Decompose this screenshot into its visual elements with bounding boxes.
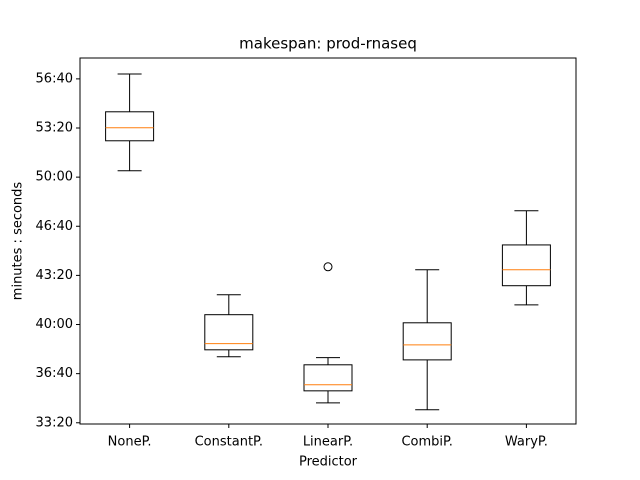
x-tick-label: WaryP. — [505, 435, 548, 450]
y-tick-label: 53:20 — [36, 121, 73, 136]
y-tick-label: 33:20 — [36, 415, 73, 430]
box — [501, 244, 551, 287]
x-tick-label: CombiP. — [401, 435, 453, 450]
x-tick-label: NoneP. — [108, 435, 152, 450]
y-tick-label: 36:40 — [36, 366, 73, 381]
y-tick-label: 40:00 — [36, 317, 73, 332]
y-axis-label: minutes : seconds — [11, 182, 26, 301]
x-tick-label: ConstantP. — [195, 435, 263, 450]
plot-frame — [79, 57, 577, 425]
y-tick-label: 46:40 — [36, 219, 73, 234]
flier — [323, 262, 333, 272]
y-tick-label: 43:20 — [36, 268, 73, 283]
chart-title: makespan: prod-rnaseq — [239, 35, 417, 53]
box — [105, 111, 155, 142]
y-tick-label: 56:40 — [36, 71, 73, 86]
box — [402, 322, 452, 361]
box — [204, 314, 254, 351]
x-axis-label: Predictor — [299, 455, 358, 470]
y-tick-label: 50:00 — [36, 170, 73, 185]
box — [303, 364, 353, 392]
x-tick-label: LinearP. — [303, 435, 353, 450]
